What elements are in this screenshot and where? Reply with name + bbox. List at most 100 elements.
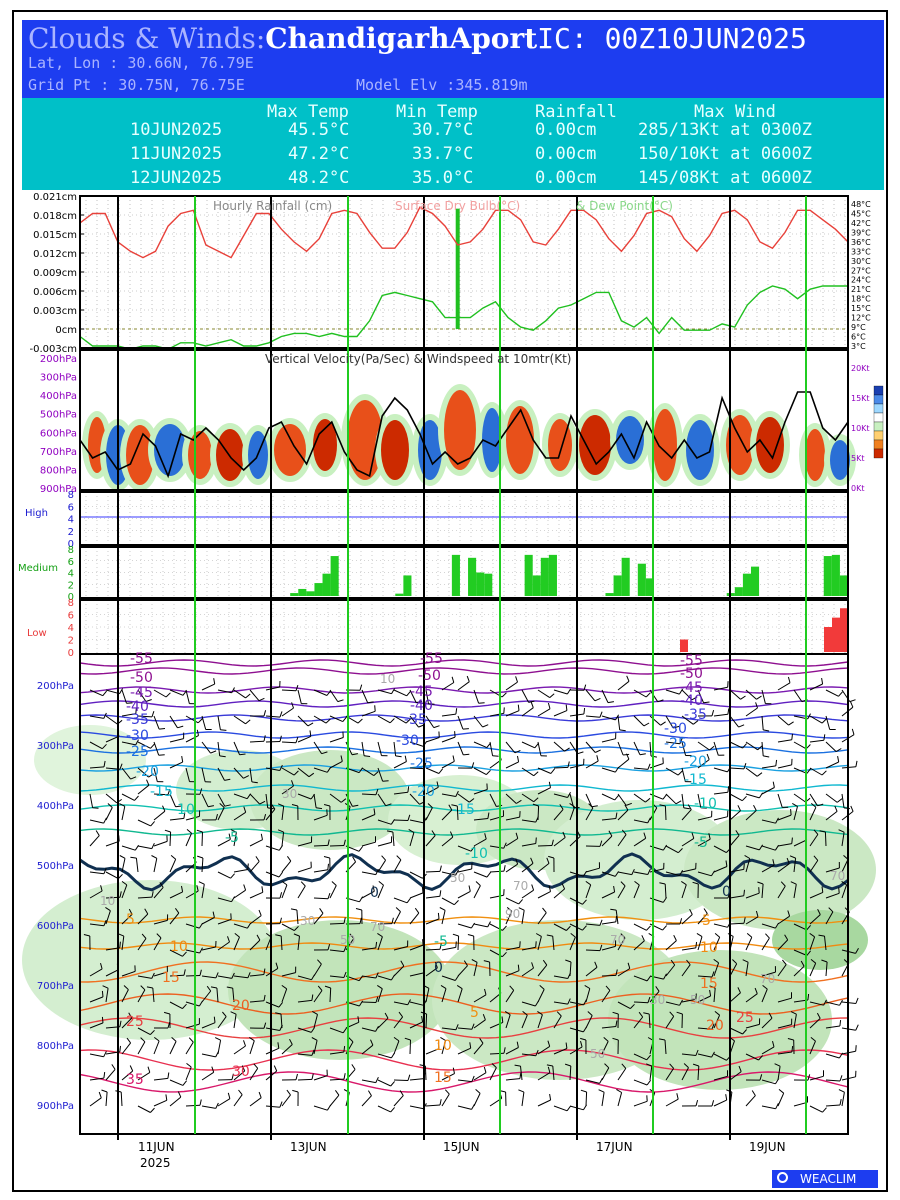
wind-barb	[457, 988, 463, 1003]
wind-barb-flag	[855, 997, 859, 1004]
wind-barb-flag	[174, 908, 180, 914]
wind-barb-flag	[279, 892, 283, 899]
wind-barb	[505, 710, 520, 717]
wind-barb-flag	[182, 951, 187, 957]
wind-barb	[761, 937, 770, 951]
wind-barb	[521, 862, 534, 873]
wind-barb	[809, 1075, 824, 1081]
wind-barb	[441, 713, 456, 717]
wind-barb-flag	[471, 1023, 475, 1030]
wind-barb-flag	[528, 700, 535, 703]
wind-barb-flag	[182, 1080, 187, 1086]
wind-barb	[665, 1098, 679, 1107]
wind-barb	[393, 1040, 400, 1055]
wind-barb-flag	[756, 695, 762, 700]
wind-barb	[761, 923, 776, 929]
wind-barb	[825, 1001, 840, 1006]
wind-barb-flag	[517, 964, 520, 971]
wind-barb	[617, 885, 626, 899]
colorbar-swatch	[873, 421, 884, 432]
wind-barb-flag	[231, 972, 235, 979]
wind-barb	[809, 683, 823, 691]
wind-barb-flag	[762, 985, 768, 990]
wind-barb-flag	[647, 868, 651, 875]
wind-barb	[457, 1047, 471, 1055]
wind-barb-flag	[103, 1072, 106, 1079]
wind-barb-flag	[725, 1094, 728, 1101]
wind-barb	[409, 767, 425, 770]
wind-barb	[777, 863, 790, 873]
wind-barb	[169, 1079, 184, 1086]
wind-barb-flag	[758, 1055, 763, 1061]
wind-barb-flag	[503, 865, 506, 872]
wind-barb-flag	[789, 855, 796, 859]
wind-barb-flag	[851, 728, 855, 735]
wind-barb	[249, 915, 262, 925]
wind-barb	[521, 889, 534, 899]
wind-barb	[361, 947, 376, 951]
colorbar-swatch	[873, 448, 884, 459]
wind-barb-flag	[819, 830, 826, 833]
wind-barb	[217, 975, 232, 979]
cloud-bar	[403, 575, 412, 596]
wind-barb	[361, 741, 365, 756]
wind-barb-flag	[821, 718, 827, 724]
y-tick-label: 8	[68, 598, 74, 609]
wind-barb-flag	[375, 1076, 379, 1083]
wind-barb	[249, 689, 260, 702]
wind-barb	[89, 1077, 104, 1081]
title-station: ChandigarhAport	[265, 22, 538, 55]
wind-barb	[617, 741, 624, 756]
wind-barb	[201, 946, 216, 951]
wind-barb-flag	[596, 755, 599, 762]
wind-barb	[825, 761, 839, 769]
y-right-tick-label: 33°C	[851, 247, 871, 256]
wind-barb-flag	[475, 1089, 481, 1094]
wind-barb-flag	[271, 804, 276, 810]
wind-barb-flag	[758, 844, 764, 851]
wind-barb-flag	[386, 830, 393, 833]
y-right-tick-label: 39°C	[851, 228, 871, 237]
wind-barb-flag	[309, 730, 312, 737]
wind-barb	[569, 1065, 572, 1081]
wind-barb	[377, 884, 384, 899]
wind-barb-flag	[530, 701, 534, 708]
wind-barb	[441, 1073, 455, 1081]
wind-barb-flag	[479, 1038, 484, 1044]
wind-barb	[233, 689, 246, 699]
wind-barb	[665, 1068, 675, 1081]
wind-barb-flag	[549, 693, 555, 698]
wind-barb-flag	[838, 887, 840, 894]
wind-barb-flag	[641, 935, 645, 941]
wind-barb-flag	[326, 690, 331, 696]
wind-barb	[265, 845, 280, 851]
wind-barb	[729, 741, 743, 749]
wind-barb-flag	[679, 918, 683, 925]
wind-barb-flag	[325, 718, 331, 724]
wind-barb-flag	[561, 883, 566, 890]
wind-barb-flag	[372, 885, 375, 892]
wind-barb-flag	[228, 833, 231, 840]
wind-barb-flag	[436, 781, 439, 788]
wind-barb	[313, 912, 324, 925]
wind-barb	[473, 767, 487, 776]
wind-barb-flag	[482, 724, 489, 728]
wind-barb	[601, 871, 616, 877]
wind-barb-flag	[782, 959, 787, 965]
wind-barb	[153, 715, 160, 730]
wind-barb	[777, 1024, 792, 1029]
wind-barb-flag	[230, 873, 235, 879]
cloud-bar	[839, 575, 848, 596]
y-tick-label: 300hPa	[37, 741, 74, 752]
wind-barb-flag	[800, 960, 805, 967]
wind-barb	[729, 868, 744, 873]
wind-barb	[745, 1053, 759, 1061]
wind-barb-flag	[509, 985, 515, 991]
wind-barb-flag	[258, 1091, 262, 1098]
wind-barb	[697, 995, 711, 1003]
wind-barb	[169, 1096, 182, 1107]
wind-barb	[121, 1042, 131, 1055]
wind-barb-flag	[196, 829, 203, 833]
wind-barb-flag	[772, 859, 775, 866]
wind-barb	[233, 869, 248, 873]
